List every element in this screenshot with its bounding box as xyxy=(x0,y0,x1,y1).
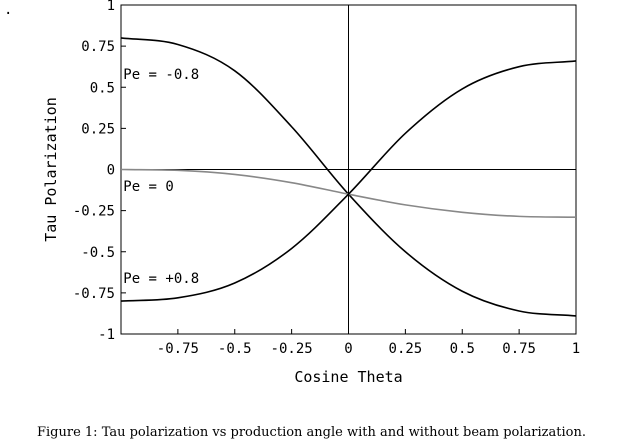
x-tick-label: 0.5 xyxy=(450,341,475,357)
series-annotation: Pe = 0 xyxy=(123,179,174,195)
y-tick-label: -1 xyxy=(98,327,115,343)
y-axis-label: Tau Polarization xyxy=(42,97,60,242)
y-tick-label: -0.5 xyxy=(81,245,115,261)
x-axis-label: Cosine Theta xyxy=(294,368,402,386)
x-tick-label: 1 xyxy=(572,341,580,357)
y-tick-label: 0 xyxy=(107,163,115,179)
y-tick-label: -0.75 xyxy=(73,286,115,302)
x-tick-label: -0.75 xyxy=(157,341,199,357)
series-line-pe-plus-0-8 xyxy=(120,60,577,302)
series-annotation: Pe = -0.8 xyxy=(123,67,199,83)
y-tick-label: 1 xyxy=(107,0,115,14)
x-tick-label: 0.75 xyxy=(502,341,536,357)
tau-polarization-chart: . -0.75 -0.5 -0.25 0 0.25 0.5 0.75 1 1 0.75 0.5 0.2… xyxy=(4,0,580,386)
series-annotation: Pe = +0.8 xyxy=(123,271,199,287)
corner-mark: . xyxy=(4,2,12,18)
x-tick-label: -0.5 xyxy=(218,341,252,357)
y-tick-label: 0.5 xyxy=(90,80,115,96)
figure-caption: Figure 1: Tau polarization vs production… xyxy=(37,425,586,440)
x-tick-label: 0.25 xyxy=(389,341,423,357)
y-tick-label: 0.75 xyxy=(81,39,115,55)
x-tick-label: 0 xyxy=(344,341,352,357)
y-tick-label: 0.25 xyxy=(81,121,115,137)
x-tick-label: -0.25 xyxy=(271,341,313,357)
y-tick-label: -0.25 xyxy=(73,204,115,220)
